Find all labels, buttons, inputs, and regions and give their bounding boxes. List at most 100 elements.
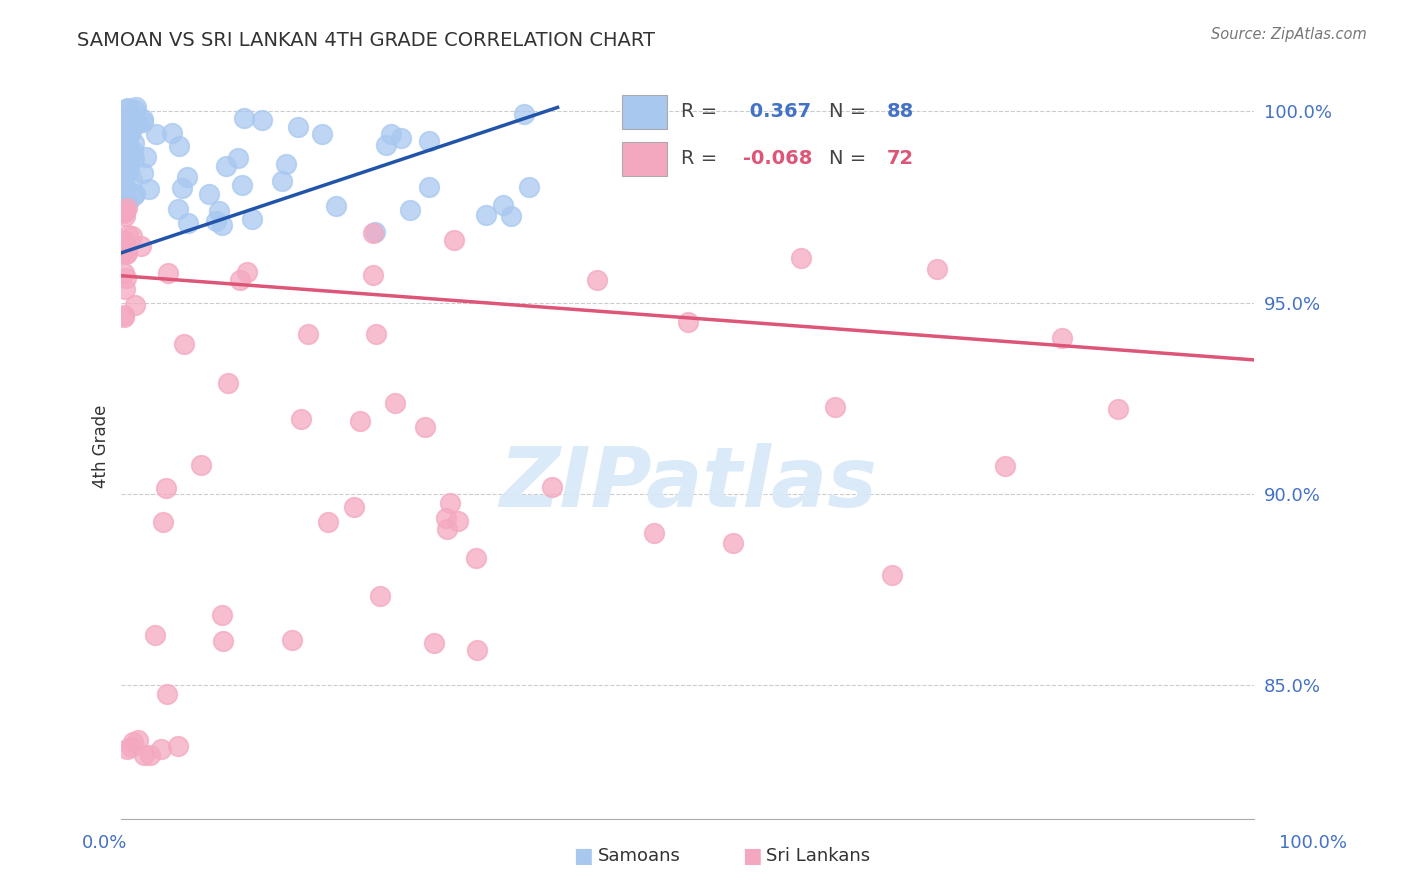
Point [117,101,139,115]
Point [117,150,139,164]
Point [197,186,219,201]
Point [389,131,412,145]
Point [499,209,522,223]
Point [132,166,155,180]
Point [112,183,135,197]
Point [150,742,173,756]
Point [236,265,259,279]
Point [287,120,309,135]
Point [111,191,134,205]
Point [676,315,699,329]
Point [117,228,139,243]
Point [115,246,138,260]
Point [117,128,139,142]
Point [124,298,146,312]
Point [112,161,135,176]
Point [122,144,145,158]
Point [233,111,256,125]
Point [361,268,384,282]
Point [413,420,436,434]
Point [173,336,195,351]
Point [167,139,190,153]
Point [145,127,167,141]
Point [120,125,142,139]
Text: 72: 72 [887,149,914,168]
Point [316,515,339,529]
Point [135,150,157,164]
Point [111,202,134,217]
Point [240,211,263,226]
Point [447,514,470,528]
Point [423,636,446,650]
Point [384,396,406,410]
Text: Samoans: Samoans [598,847,681,865]
Point [111,206,134,220]
Point [112,165,135,179]
Point [325,199,347,213]
Point [361,226,384,240]
Point [172,181,194,195]
Point [436,522,458,536]
Point [152,515,174,529]
Point [368,589,391,603]
Point [114,205,136,219]
Point [115,114,138,128]
Y-axis label: 4th Grade: 4th Grade [93,404,110,488]
Point [297,327,319,342]
Point [122,189,145,203]
Point [208,203,231,218]
Point [121,119,143,133]
Text: Sri Lankans: Sri Lankans [766,847,870,865]
Point [118,147,141,161]
Point [418,134,440,148]
Point [127,116,149,130]
Point [399,203,422,218]
Point [127,733,149,747]
Point [114,102,136,116]
Point [120,740,142,755]
Point [217,376,239,390]
Point [176,216,198,230]
Point [375,138,398,153]
Point [349,414,371,428]
Point [190,458,212,472]
Point [112,169,135,183]
Text: SAMOAN VS SRI LANKAN 4TH GRADE CORRELATION CHART: SAMOAN VS SRI LANKAN 4TH GRADE CORRELATI… [77,31,655,50]
Text: 100.0%: 100.0% [1279,834,1347,852]
Text: 0.367: 0.367 [742,102,811,121]
Text: ■: ■ [742,847,762,866]
Point [364,327,387,342]
Point [160,126,183,140]
Bar [621,142,666,176]
Point [132,115,155,129]
Point [145,627,167,641]
Point [167,739,190,753]
Point [120,120,142,135]
Point [122,152,145,166]
Point [156,687,179,701]
Point [439,496,461,510]
Point [157,266,180,280]
Point [121,172,143,186]
Point [114,117,136,131]
Point [117,246,139,260]
Point [132,112,155,127]
Point [167,202,190,216]
Point [176,169,198,184]
Point [343,500,366,514]
Point [491,197,513,211]
Point [112,153,135,168]
Point [115,130,138,145]
Point [517,180,540,194]
Point [380,128,402,142]
Point [541,480,564,494]
Point [115,117,138,131]
Point [880,567,903,582]
Text: N =: N = [828,149,872,168]
Text: R =: R = [681,149,723,168]
Point [112,233,135,247]
Point [114,308,136,322]
Point [122,136,145,151]
Point [115,742,138,756]
Point [111,179,134,194]
